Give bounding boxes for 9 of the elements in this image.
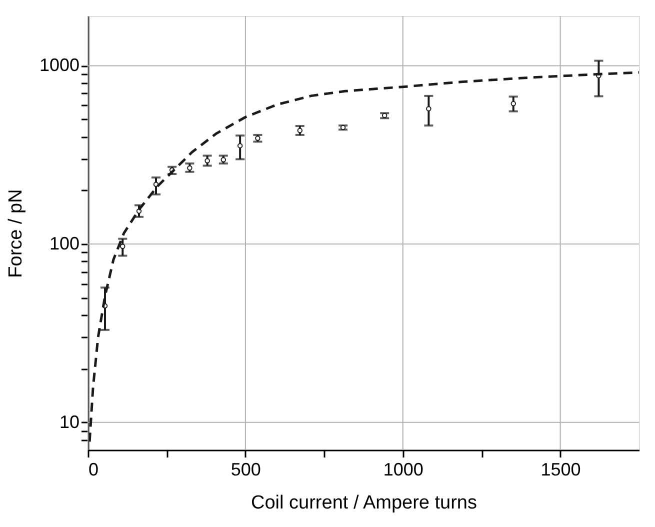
x-tick-label: 1000 bbox=[383, 460, 424, 480]
y-tick-label: 100 bbox=[49, 234, 80, 254]
x-tick-label: 0 bbox=[88, 460, 99, 480]
x-axis-title: Coil current / Ampere turns bbox=[251, 492, 477, 514]
y-tick-label: 10 bbox=[59, 412, 80, 432]
y-tick-label: 1000 bbox=[39, 55, 80, 76]
y-axis-title: Force / pN bbox=[5, 189, 26, 278]
x-tick-label: 500 bbox=[230, 460, 261, 480]
x-tick-label: 1500 bbox=[540, 460, 581, 480]
